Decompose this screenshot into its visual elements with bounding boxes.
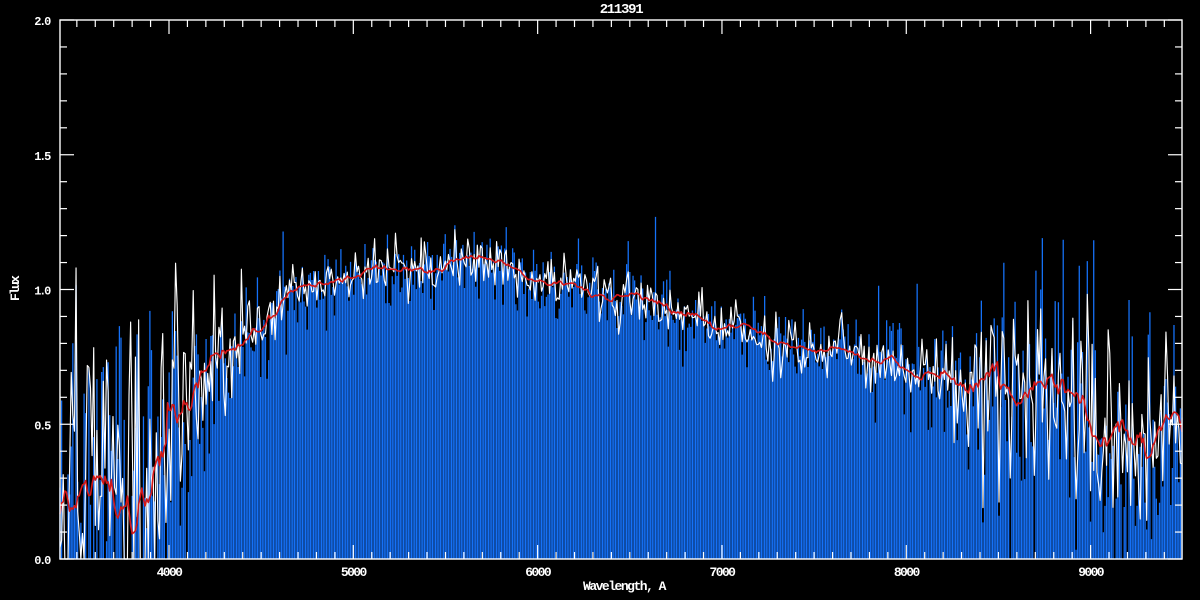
svg-text:211391: 211391 — [600, 2, 644, 18]
svg-text:2.0: 2.0 — [34, 15, 51, 29]
svg-text:1.5: 1.5 — [34, 150, 51, 164]
svg-text:Wavelength, A: Wavelength, A — [583, 579, 667, 594]
svg-text:4000: 4000 — [157, 565, 184, 580]
svg-text:8000: 8000 — [894, 565, 921, 580]
svg-text:Flux: Flux — [8, 275, 23, 301]
svg-text:0.0: 0.0 — [34, 554, 51, 568]
svg-text:9000: 9000 — [1078, 565, 1105, 580]
svg-text:6000: 6000 — [525, 565, 552, 580]
svg-text:5000: 5000 — [341, 565, 368, 580]
svg-text:7000: 7000 — [710, 565, 737, 580]
svg-text:1.0: 1.0 — [34, 285, 51, 299]
svg-text:0.5: 0.5 — [34, 419, 51, 433]
